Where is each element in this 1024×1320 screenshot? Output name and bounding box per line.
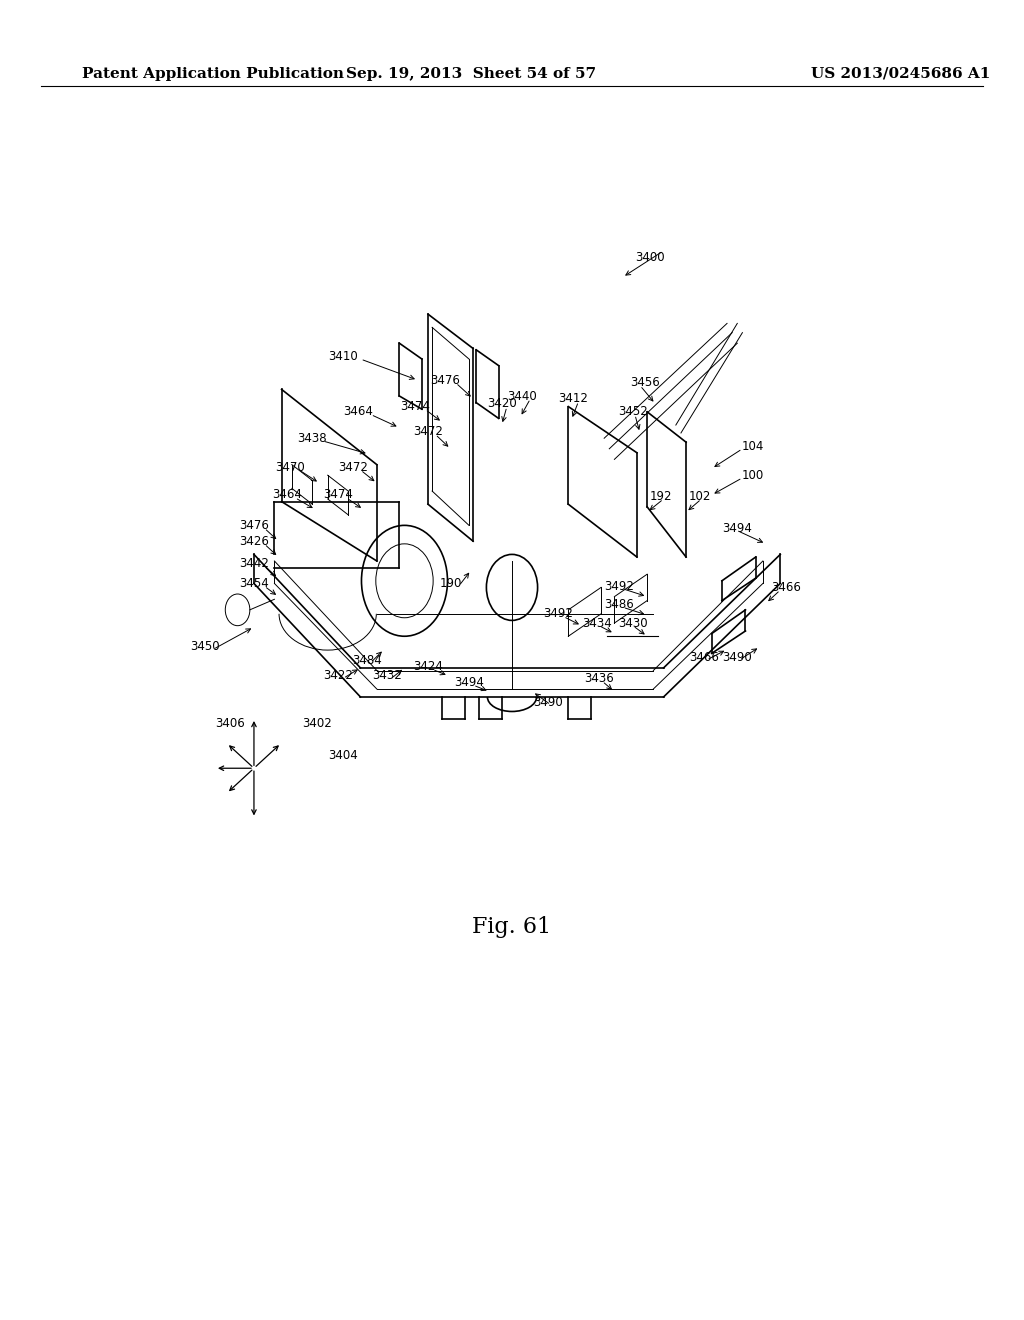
Text: 3490: 3490	[722, 651, 753, 664]
Text: 100: 100	[741, 469, 764, 482]
Text: 3412: 3412	[558, 392, 589, 405]
Text: 3464: 3464	[271, 488, 302, 502]
Text: 3456: 3456	[630, 376, 660, 389]
Text: 3490: 3490	[532, 696, 563, 709]
Text: 3430: 3430	[618, 616, 647, 630]
Text: 3426: 3426	[239, 535, 269, 548]
Text: 3410: 3410	[328, 350, 358, 363]
Text: 104: 104	[741, 440, 764, 453]
Text: 3494: 3494	[722, 521, 753, 535]
Text: 3422: 3422	[323, 669, 353, 682]
Text: 102: 102	[688, 490, 711, 503]
Text: 3486: 3486	[604, 598, 635, 611]
Text: 3492: 3492	[604, 579, 635, 593]
Text: 3470: 3470	[274, 461, 305, 474]
Text: 3432: 3432	[372, 669, 402, 682]
Text: 192: 192	[649, 490, 672, 503]
Text: 3400: 3400	[636, 251, 665, 264]
Text: Patent Application Publication: Patent Application Publication	[82, 67, 344, 81]
Text: 190: 190	[439, 577, 462, 590]
Text: 3406: 3406	[215, 717, 246, 730]
Text: Sep. 19, 2013  Sheet 54 of 57: Sep. 19, 2013 Sheet 54 of 57	[346, 67, 596, 81]
Text: 3464: 3464	[343, 405, 374, 418]
Text: 3472: 3472	[413, 425, 443, 438]
Text: 3484: 3484	[351, 653, 382, 667]
Text: 3438: 3438	[298, 432, 327, 445]
Text: 3404: 3404	[328, 748, 358, 762]
Text: 3452: 3452	[617, 405, 648, 418]
Text: 3494: 3494	[454, 676, 484, 689]
Text: 3442: 3442	[239, 557, 269, 570]
Text: 3474: 3474	[323, 488, 353, 502]
Text: Fig. 61: Fig. 61	[472, 916, 552, 937]
Text: 3434: 3434	[582, 616, 612, 630]
Text: 3454: 3454	[239, 577, 269, 590]
Text: 3472: 3472	[338, 461, 369, 474]
Text: 3402: 3402	[302, 717, 333, 730]
Text: 3424: 3424	[413, 660, 443, 673]
Text: 3420: 3420	[486, 397, 517, 411]
Text: 3440: 3440	[507, 389, 538, 403]
Text: 3476: 3476	[239, 519, 269, 532]
Text: 3466: 3466	[689, 651, 720, 664]
Text: 3466: 3466	[771, 581, 802, 594]
Text: 3436: 3436	[584, 672, 614, 685]
Text: 3476: 3476	[430, 374, 461, 387]
Text: US 2013/0245686 A1: US 2013/0245686 A1	[811, 67, 991, 81]
Text: 3492: 3492	[543, 607, 573, 620]
Text: 3474: 3474	[399, 400, 430, 413]
Text: 3450: 3450	[190, 640, 219, 653]
